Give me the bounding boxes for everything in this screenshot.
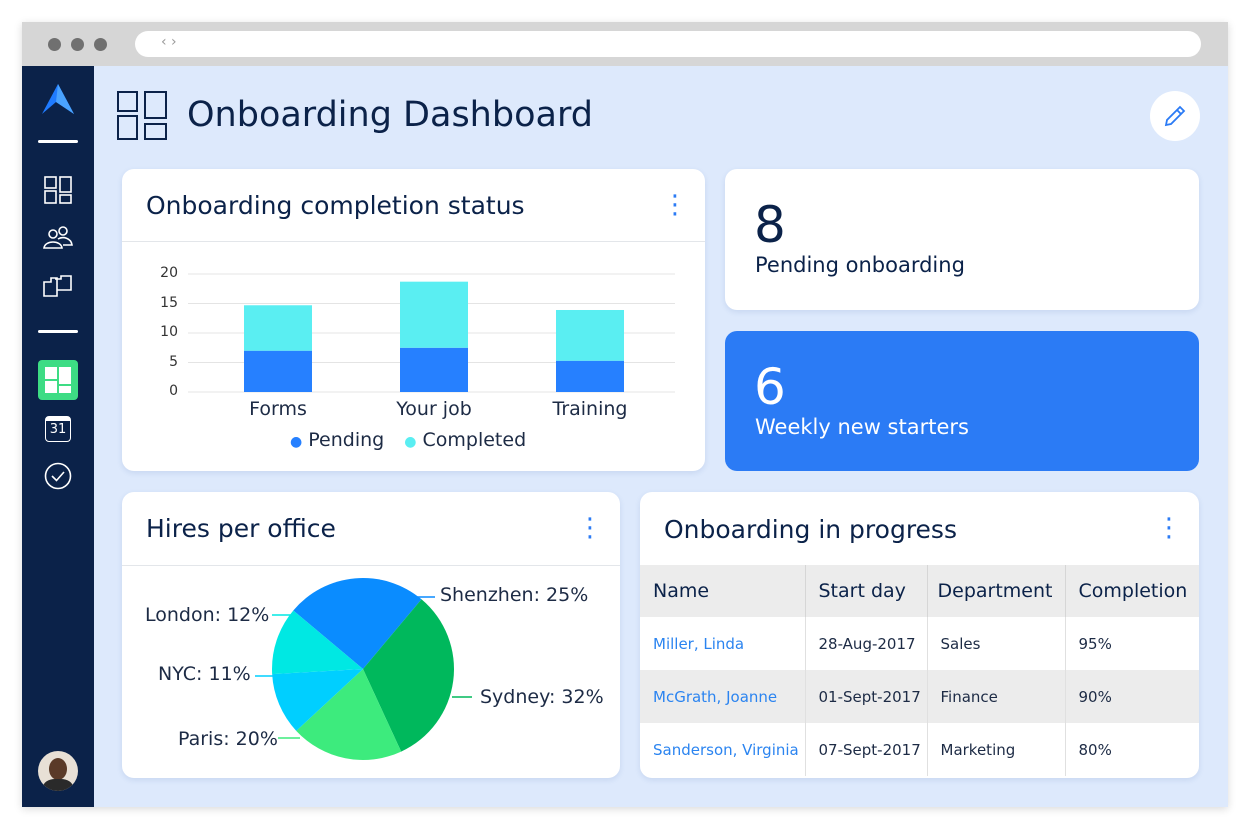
folders-icon bbox=[43, 275, 72, 297]
onboarding-progress-card: Onboarding in progress ⋮ Name Start day … bbox=[640, 492, 1199, 778]
window-close-dot[interactable] bbox=[48, 38, 61, 51]
sidebar-divider bbox=[38, 140, 78, 143]
calendar-icon: 31 bbox=[45, 416, 71, 442]
page-title: Onboarding Dashboard bbox=[187, 95, 593, 135]
start-day-cell: 28-Aug-2017 bbox=[805, 617, 928, 670]
table-row[interactable]: Miller, Linda 28-Aug-2017 Sales 95% bbox=[640, 617, 1199, 670]
card-divider bbox=[122, 565, 620, 566]
window-minimize-dot[interactable] bbox=[71, 38, 84, 51]
department-cell: Sales bbox=[927, 617, 1066, 670]
department-cell: Marketing bbox=[927, 723, 1066, 776]
pie-label-paris: Paris: 20% bbox=[178, 728, 278, 750]
nav-arrows-icon[interactable]: ‹ › bbox=[161, 34, 177, 50]
table-row[interactable]: McGrath, Joanne 01-Sept-2017 Finance 90% bbox=[640, 670, 1199, 723]
sidebar-item-calendar[interactable]: 31 bbox=[40, 411, 76, 447]
y-tick-label: 20 bbox=[160, 265, 178, 281]
progress-table: Name Start day Department Completion Mil… bbox=[640, 565, 1199, 776]
completion-cell: 95% bbox=[1078, 634, 1112, 653]
address-bar[interactable]: ‹ › bbox=[135, 31, 1201, 57]
sidebar-item-reports[interactable] bbox=[38, 360, 78, 400]
completion-cell: 80% bbox=[1078, 740, 1112, 759]
x-category-label: Your job bbox=[396, 398, 472, 420]
stat-label: Weekly new starters bbox=[755, 415, 969, 439]
chart-legend: ● Pending ● Completed bbox=[290, 429, 526, 451]
completion-cell: 90% bbox=[1065, 670, 1199, 723]
legend-label: Pending bbox=[308, 429, 385, 451]
weekly-starters-card bbox=[725, 331, 1199, 471]
column-header-start-day[interactable]: Start day bbox=[805, 565, 928, 617]
more-options-icon[interactable]: ⋮ bbox=[662, 190, 688, 220]
pencil-icon bbox=[1164, 105, 1186, 127]
column-header-completion[interactable]: Completion bbox=[1065, 565, 1199, 617]
card-title: Hires per office bbox=[146, 514, 336, 543]
employee-name-link[interactable]: Miller, Linda bbox=[640, 617, 806, 670]
user-avatar[interactable] bbox=[38, 751, 78, 791]
employee-name-link[interactable]: McGrath, Joanne bbox=[640, 670, 806, 723]
legend-item-completed: ● Completed bbox=[404, 429, 527, 451]
legend-label: Completed bbox=[422, 429, 527, 451]
start-day-cell: 07-Sept-2017 bbox=[805, 723, 928, 776]
start-day-cell: 01-Sept-2017 bbox=[805, 670, 928, 723]
stat-value: 6 bbox=[754, 358, 786, 416]
x-category-label: Training bbox=[552, 398, 628, 420]
table-row[interactable]: Sanderson, Virginia 07-Sept-2017 Marketing… bbox=[640, 723, 1199, 776]
card-title: Onboarding in progress bbox=[664, 515, 957, 544]
logo-icon bbox=[42, 84, 74, 114]
sidebar-item-dashboard[interactable] bbox=[40, 172, 76, 208]
sidebar-divider bbox=[38, 330, 78, 333]
dashboard-icon bbox=[117, 91, 167, 140]
column-header-department[interactable]: Department bbox=[927, 565, 1066, 617]
legend-item-pending: ● Pending bbox=[290, 429, 385, 451]
check-circle-icon bbox=[44, 462, 72, 490]
sidebar-item-people[interactable] bbox=[40, 220, 76, 256]
pie-label-sydney: Sydney: 32% bbox=[480, 686, 604, 708]
edit-button[interactable] bbox=[1150, 91, 1200, 141]
employee-name-link[interactable]: Sanderson, Virginia bbox=[640, 723, 806, 776]
department-cell: Finance bbox=[927, 670, 1066, 723]
layout-icon bbox=[45, 367, 71, 393]
pie-label-shenzhen: Shenzhen: 25% bbox=[440, 584, 589, 606]
y-tick-label: 15 bbox=[160, 294, 178, 311]
stat-label: Pending onboarding bbox=[755, 253, 965, 277]
sidebar-item-folders[interactable] bbox=[40, 268, 76, 304]
y-tick-label: 10 bbox=[160, 324, 178, 340]
pending-onboarding-card bbox=[725, 169, 1199, 310]
card-title: Onboarding completion status bbox=[146, 191, 525, 220]
people-icon bbox=[43, 226, 73, 249]
pie-label-nyc: NYC: 11% bbox=[158, 663, 251, 685]
pie-label-london: London: 12% bbox=[145, 604, 270, 626]
y-tick-label: 5 bbox=[169, 353, 178, 370]
window-maximize-dot[interactable] bbox=[94, 38, 107, 51]
x-category-label: Forms bbox=[249, 398, 307, 420]
more-options-icon[interactable]: ⋮ bbox=[1156, 513, 1182, 543]
stat-value: 8 bbox=[754, 196, 786, 254]
grid-icon bbox=[44, 176, 72, 204]
more-options-icon[interactable]: ⋮ bbox=[577, 513, 603, 543]
y-tick-label: 0 bbox=[169, 383, 178, 399]
sidebar bbox=[22, 66, 94, 807]
sidebar-item-tasks[interactable] bbox=[40, 458, 76, 494]
column-header-name[interactable]: Name bbox=[640, 565, 806, 617]
card-divider bbox=[122, 241, 705, 242]
